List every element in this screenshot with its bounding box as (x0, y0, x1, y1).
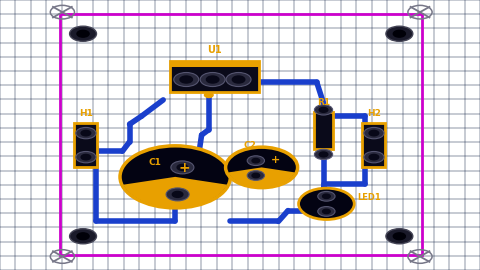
Circle shape (369, 130, 379, 136)
Circle shape (226, 147, 298, 188)
Bar (60, 14, 422, 255)
Circle shape (323, 209, 330, 214)
Circle shape (120, 146, 230, 208)
Circle shape (393, 233, 406, 240)
Circle shape (77, 30, 89, 37)
Text: +: + (270, 155, 280, 165)
Bar (314, 112, 333, 148)
Circle shape (81, 154, 91, 160)
Circle shape (247, 171, 264, 180)
Circle shape (314, 105, 333, 115)
Bar (170, 61, 259, 92)
Circle shape (206, 76, 219, 83)
Circle shape (76, 127, 96, 139)
Circle shape (386, 26, 413, 41)
Circle shape (252, 173, 260, 178)
Circle shape (172, 191, 183, 197)
Circle shape (393, 30, 406, 37)
Circle shape (299, 188, 354, 220)
Circle shape (77, 233, 89, 240)
Text: C1: C1 (149, 158, 162, 167)
Bar (362, 123, 385, 167)
Text: R1: R1 (317, 98, 330, 107)
Circle shape (369, 154, 379, 160)
Text: C2: C2 (243, 141, 256, 150)
Text: U1: U1 (207, 45, 222, 55)
Wedge shape (123, 177, 227, 207)
Circle shape (76, 151, 96, 163)
Circle shape (232, 76, 245, 83)
Circle shape (81, 130, 91, 136)
Circle shape (252, 158, 260, 163)
Circle shape (364, 127, 384, 139)
Circle shape (323, 194, 330, 198)
Wedge shape (228, 167, 295, 187)
Circle shape (166, 188, 189, 201)
Circle shape (247, 156, 264, 166)
Circle shape (174, 72, 199, 86)
Circle shape (177, 164, 188, 170)
Text: +: + (178, 161, 190, 175)
Circle shape (204, 93, 213, 97)
Text: LED1: LED1 (358, 193, 381, 202)
Circle shape (386, 229, 413, 244)
Circle shape (319, 152, 328, 157)
Circle shape (70, 229, 96, 244)
Text: H2: H2 (367, 109, 381, 118)
Circle shape (318, 191, 335, 201)
Circle shape (200, 72, 225, 86)
Bar (74, 123, 97, 167)
Bar (170, 62, 259, 67)
Text: H1: H1 (79, 109, 93, 118)
Circle shape (70, 26, 96, 41)
Circle shape (364, 151, 384, 163)
Circle shape (226, 72, 251, 86)
Circle shape (314, 149, 333, 160)
Circle shape (319, 107, 328, 112)
Circle shape (171, 161, 194, 174)
Circle shape (318, 207, 335, 216)
Circle shape (180, 76, 192, 83)
